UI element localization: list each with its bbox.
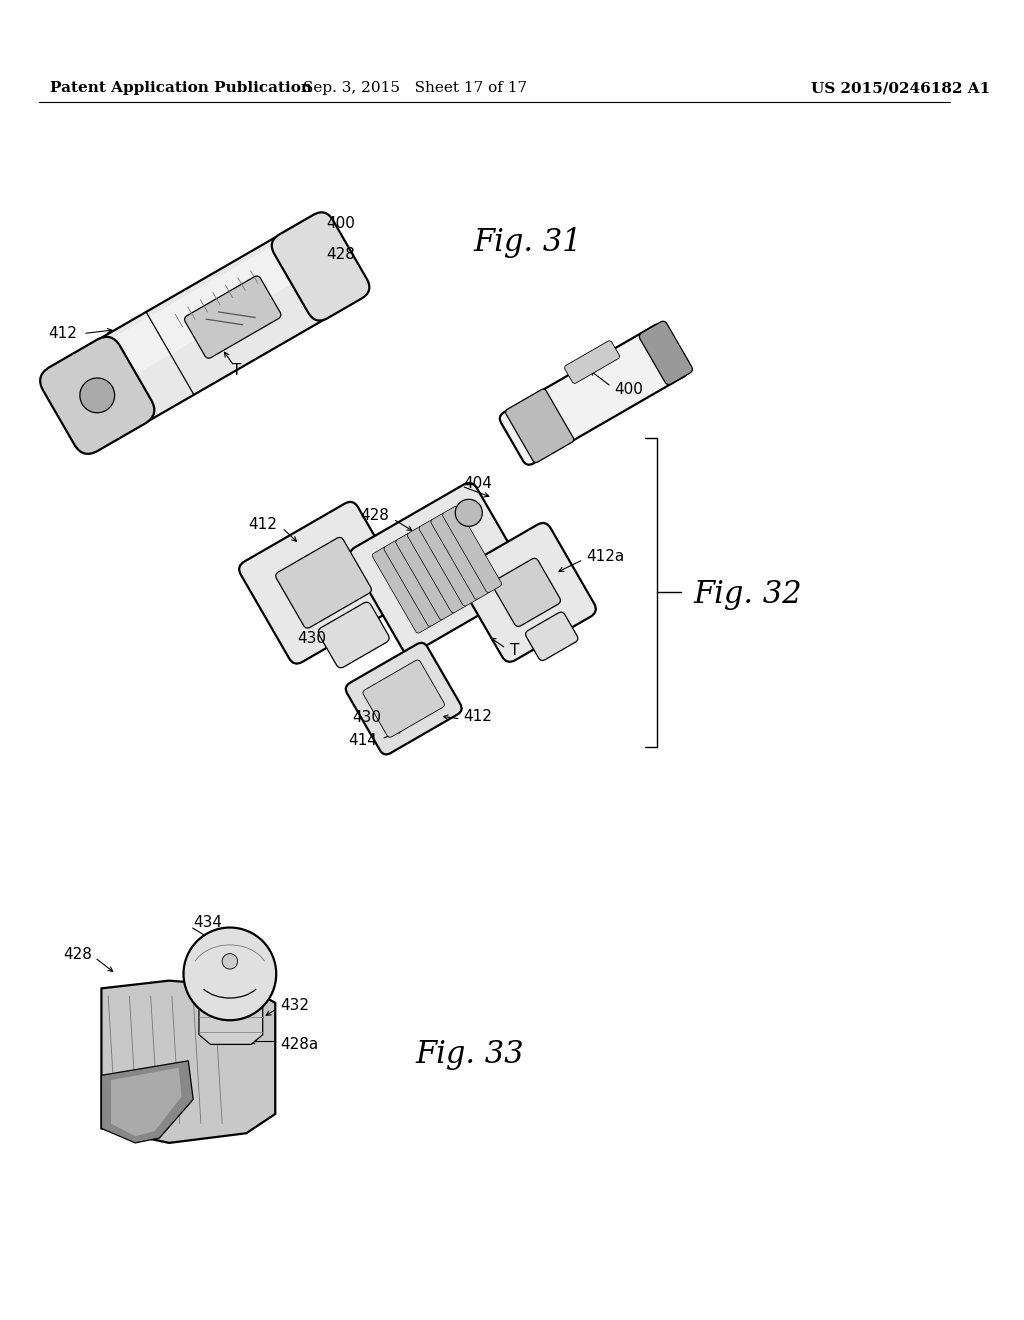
Polygon shape — [101, 1061, 194, 1143]
FancyBboxPatch shape — [346, 643, 462, 755]
Text: 428a: 428a — [281, 1038, 318, 1052]
Text: Patent Application Publication: Patent Application Publication — [50, 82, 312, 95]
Text: 434: 434 — [194, 915, 222, 931]
Circle shape — [456, 499, 482, 527]
Text: 400: 400 — [614, 381, 643, 397]
Circle shape — [183, 928, 276, 1020]
Text: Fig. 33: Fig. 33 — [416, 1039, 524, 1069]
FancyBboxPatch shape — [60, 220, 355, 442]
Text: US 2015/0246182 A1: US 2015/0246182 A1 — [811, 82, 990, 95]
FancyBboxPatch shape — [395, 533, 455, 619]
FancyBboxPatch shape — [349, 483, 529, 653]
Text: 412: 412 — [48, 326, 77, 341]
Text: T: T — [231, 363, 242, 378]
Polygon shape — [111, 1068, 181, 1137]
Circle shape — [80, 378, 115, 413]
FancyBboxPatch shape — [71, 228, 325, 399]
Text: T: T — [510, 643, 519, 657]
Text: 430: 430 — [297, 631, 327, 647]
FancyBboxPatch shape — [408, 527, 467, 612]
Text: 432: 432 — [281, 998, 309, 1014]
FancyBboxPatch shape — [500, 323, 688, 465]
Text: 412a: 412a — [587, 549, 625, 564]
Polygon shape — [101, 981, 275, 1143]
Text: Sep. 3, 2015   Sheet 17 of 17: Sep. 3, 2015 Sheet 17 of 17 — [303, 82, 527, 95]
FancyBboxPatch shape — [457, 523, 596, 661]
Text: 428: 428 — [327, 247, 355, 261]
FancyBboxPatch shape — [493, 558, 560, 627]
FancyBboxPatch shape — [40, 337, 155, 454]
FancyBboxPatch shape — [271, 213, 370, 321]
Text: 412: 412 — [464, 709, 493, 723]
FancyBboxPatch shape — [384, 540, 443, 627]
Polygon shape — [199, 989, 263, 1044]
FancyBboxPatch shape — [442, 507, 502, 593]
Text: 412: 412 — [248, 517, 278, 532]
FancyBboxPatch shape — [419, 520, 478, 606]
FancyBboxPatch shape — [362, 660, 444, 738]
Circle shape — [222, 953, 238, 969]
FancyBboxPatch shape — [506, 389, 573, 462]
Text: Fig. 31: Fig. 31 — [473, 227, 582, 259]
Text: 404: 404 — [464, 475, 493, 491]
Text: Fig. 32: Fig. 32 — [693, 579, 802, 610]
Text: 428: 428 — [360, 508, 389, 523]
Text: 430: 430 — [352, 710, 382, 726]
FancyBboxPatch shape — [184, 276, 281, 358]
FancyBboxPatch shape — [318, 602, 389, 668]
Text: 414: 414 — [348, 733, 377, 747]
FancyBboxPatch shape — [564, 341, 620, 383]
Text: 428: 428 — [62, 946, 92, 962]
FancyBboxPatch shape — [373, 546, 431, 634]
FancyBboxPatch shape — [431, 513, 489, 599]
Text: 400: 400 — [327, 216, 355, 231]
FancyBboxPatch shape — [275, 537, 372, 628]
FancyBboxPatch shape — [639, 321, 692, 384]
FancyBboxPatch shape — [239, 502, 408, 664]
FancyBboxPatch shape — [525, 612, 578, 660]
